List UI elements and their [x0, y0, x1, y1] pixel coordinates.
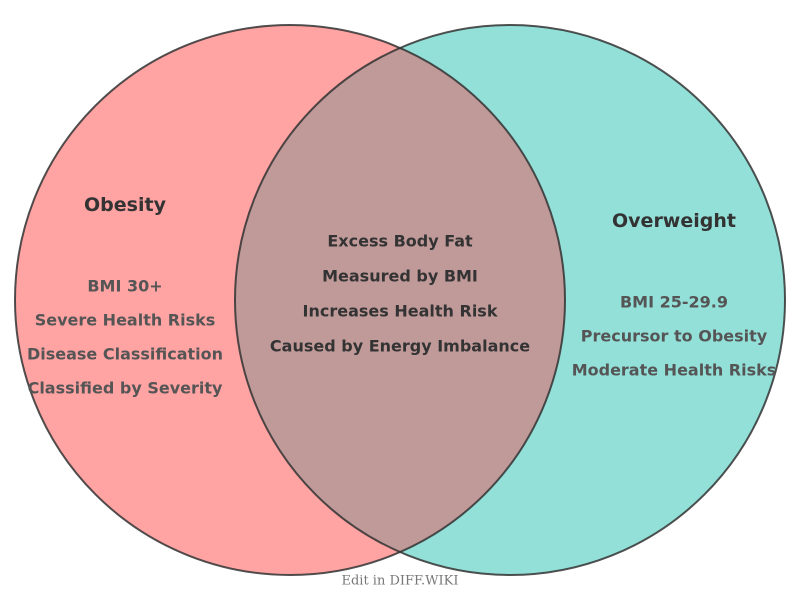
obesity-item: Disease Classification [26, 344, 224, 364]
set-overweight-outline [234, 24, 786, 576]
edit-in-diff-wiki-link[interactable]: Edit in DIFF.WIKI [341, 573, 459, 589]
intersection-item: Increases Health Risk [302, 301, 498, 321]
intersection-item: Measured by BMI [322, 266, 478, 286]
overweight-item: BMI 25-29.9 [619, 292, 729, 312]
set-overweight-title: Overweight [612, 210, 736, 232]
intersection-region [235, 25, 565, 575]
overweight-item: Precursor to Obesity [580, 326, 768, 346]
set-obesity-outline [14, 24, 566, 576]
set-obesity-title: Obesity [84, 194, 166, 216]
intersection-item: Caused by Energy Imbalance [269, 336, 531, 356]
intersection-item: Excess Body Fat [327, 231, 473, 251]
obesity-item: BMI 30+ [87, 276, 163, 296]
obesity-item: Classified by Severity [27, 378, 223, 398]
overweight-item: Moderate Health Risks [571, 360, 777, 380]
obesity-item: Severe Health Risks [34, 310, 216, 330]
